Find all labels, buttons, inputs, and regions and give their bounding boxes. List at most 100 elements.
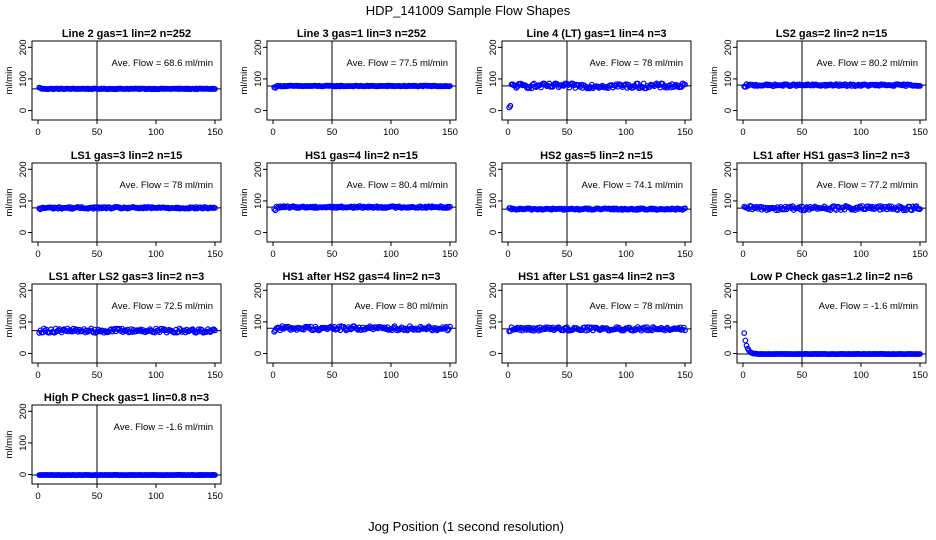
y-tick-label: 100 <box>18 314 29 330</box>
panel-title: HS1 after HS2 gas=4 lin=2 n=3 <box>282 271 440 283</box>
panel-title: HS1 gas=4 lin=2 n=15 <box>305 150 418 162</box>
y-tick-label: 200 <box>253 161 264 177</box>
y-tick-label: 0 <box>18 351 29 356</box>
x-tick-label: 150 <box>442 127 458 138</box>
x-tick-label: 100 <box>148 127 164 138</box>
x-tick-label: 100 <box>383 127 399 138</box>
plot-frame <box>501 283 692 364</box>
y-tick-label: 200 <box>253 282 264 298</box>
x-tick-label: 100 <box>618 249 634 260</box>
y-tick-label: 0 <box>488 351 499 356</box>
y-tick-label: 0 <box>18 108 29 113</box>
panel-10: HS1 after HS2 gas=4 lin=2 n=3 0 100 200 ml/m… <box>239 271 458 381</box>
panel-1: Line 2 gas=1 lin=2 n=252 0 100 200 ml/min 0 50… <box>4 28 223 138</box>
y-axis-label: ml/min <box>239 310 250 338</box>
average-flow-annotation: Ave. Flow = 80.4 ml/min <box>347 180 448 191</box>
average-flow-annotation: Ave. Flow = -1.6 ml/min <box>114 422 213 433</box>
x-tick-label: 50 <box>327 127 338 138</box>
data-point <box>682 205 688 212</box>
data-point <box>578 81 585 88</box>
y-axis-label: ml/min <box>474 310 485 338</box>
data-point <box>680 324 687 331</box>
y-tick-label: 0 <box>253 230 264 235</box>
y-axis-label: ml/min <box>474 67 485 95</box>
panel-grid: Line 2 gas=1 lin=2 n=252 0 100 200 ml/min 0 50… <box>4 28 928 502</box>
y-tick-label: 0 <box>18 472 29 477</box>
average-flow-annotation: Ave. Flow = 80 ml/min <box>354 301 448 312</box>
data-point <box>743 342 750 349</box>
y-axis-label: ml/min <box>709 310 720 338</box>
y-axis-label: ml/min <box>4 189 15 217</box>
x-tick-label: 50 <box>562 249 573 260</box>
x-tick-label: 0 <box>740 249 745 260</box>
x-tick-label: 50 <box>92 127 103 138</box>
x-tick-label: 100 <box>618 127 634 138</box>
x-tick-label: 100 <box>853 127 869 138</box>
plot-frame <box>736 283 927 364</box>
y-tick-label: 100 <box>253 193 264 209</box>
x-tick-label: 0 <box>505 127 510 138</box>
y-tick-label: 0 <box>488 108 499 113</box>
data-point <box>378 324 385 331</box>
scatter-points <box>506 80 688 111</box>
data-point <box>212 86 218 92</box>
plot-frame <box>31 404 222 485</box>
x-tick-label: 150 <box>677 249 693 260</box>
panel-title: Low P Check gas=1.2 lin=2 n=6 <box>750 271 913 283</box>
average-flow-annotation: Ave. Flow = 78 ml/min <box>119 180 213 191</box>
y-tick-label: 100 <box>253 314 264 330</box>
plot-frame <box>501 162 692 243</box>
data-point <box>88 325 94 332</box>
x-tick-label: 100 <box>618 370 634 381</box>
x-tick-label: 50 <box>797 370 808 381</box>
x-tick-label: 0 <box>270 249 275 260</box>
x-tick-label: 0 <box>740 127 745 138</box>
y-tick-label: 200 <box>488 39 499 55</box>
panel-title: HS1 after LS1 gas=4 lin=2 n=3 <box>518 271 675 283</box>
plot-frame <box>31 283 222 364</box>
panel-7: HS2 gas=5 lin=2 n=15 0 100 200 ml/min 0 50 100 1… <box>474 150 693 260</box>
x-tick-label: 150 <box>677 127 693 138</box>
y-axis-label: ml/min <box>4 67 15 95</box>
x-tick-label: 0 <box>35 370 40 381</box>
panel-9: LS1 after LS2 gas=3 lin=2 n=3 0 100 200 ml/m… <box>4 271 223 381</box>
y-tick-label: 200 <box>488 161 499 177</box>
y-tick-label: 100 <box>18 71 29 87</box>
data-point <box>171 329 178 336</box>
data-point <box>917 82 923 89</box>
figure-xlabel: Jog Position (1 second resolution) <box>368 519 564 534</box>
data-point <box>682 327 688 334</box>
x-tick-label: 100 <box>383 370 399 381</box>
x-tick-label: 150 <box>207 127 223 138</box>
figure-title: HDP_141009 Sample Flow Shapes <box>366 3 571 18</box>
x-tick-label: 50 <box>797 249 808 260</box>
data-point <box>557 83 563 89</box>
x-tick-label: 50 <box>562 127 573 138</box>
x-tick-label: 50 <box>92 491 103 502</box>
x-tick-label: 0 <box>505 370 510 381</box>
panel-title: LS1 after HS1 gas=3 lin=2 n=3 <box>753 150 910 162</box>
y-axis-label: ml/min <box>4 310 15 338</box>
scatter-points <box>36 472 218 479</box>
average-flow-annotation: Ave. Flow = 72.5 ml/min <box>112 301 213 312</box>
y-axis-label: ml/min <box>4 431 15 459</box>
panel-5: LS1 gas=3 lin=2 n=15 0 100 200 ml/min 0 50 100 1… <box>4 150 223 260</box>
y-tick-label: 0 <box>253 108 264 113</box>
average-flow-annotation: Ave. Flow = 80.2 ml/min <box>817 58 918 69</box>
x-tick-label: 50 <box>327 370 338 381</box>
panel-title: HS2 gas=5 lin=2 n=15 <box>540 150 653 162</box>
y-tick-label: 200 <box>723 39 734 55</box>
y-tick-label: 100 <box>488 314 499 330</box>
x-tick-label: 150 <box>207 370 223 381</box>
panel-title: LS2 gas=2 lin=2 n=15 <box>776 28 888 40</box>
data-point <box>742 337 749 344</box>
y-tick-label: 200 <box>488 282 499 298</box>
average-flow-annotation: Ave. Flow = -1.6 ml/min <box>819 301 918 312</box>
data-point <box>212 472 218 478</box>
panel-8: LS1 after HS1 gas=3 lin=2 n=3 0 100 200 ml/m… <box>709 150 928 260</box>
data-point <box>447 83 453 89</box>
plot-frame <box>266 283 457 364</box>
x-tick-label: 50 <box>92 370 103 381</box>
x-tick-label: 0 <box>35 491 40 502</box>
y-tick-label: 100 <box>488 193 499 209</box>
